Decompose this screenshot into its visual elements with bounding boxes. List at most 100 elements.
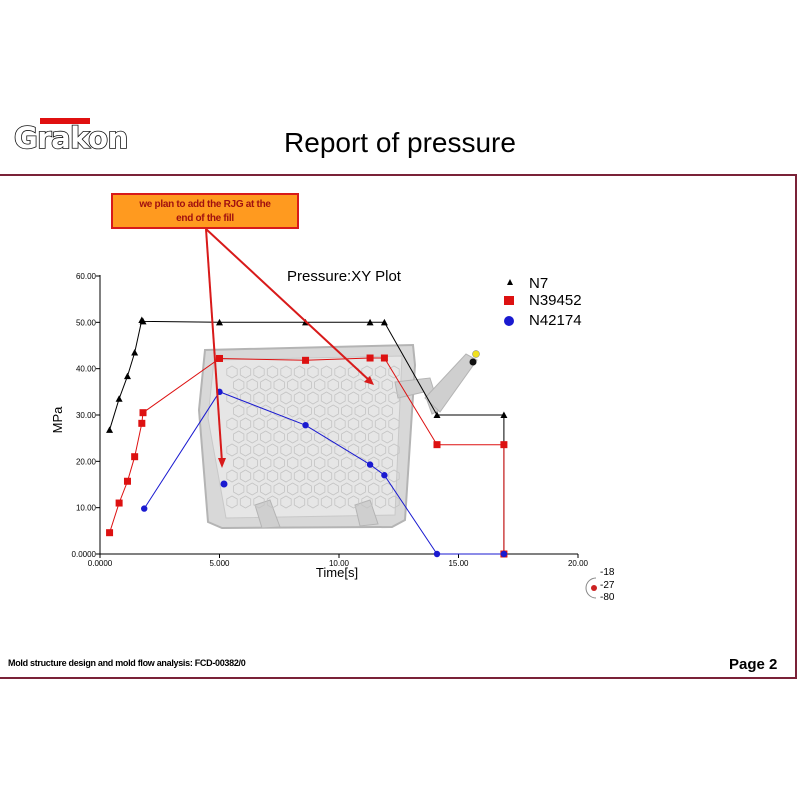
part-hex-cell — [280, 365, 292, 379]
part-hex-cell — [273, 456, 285, 470]
y-tick-label: 0.0000 — [72, 550, 97, 559]
part-hex-cell — [239, 469, 252, 483]
data-point-n39452 — [106, 529, 114, 537]
part-hex-cell — [354, 404, 366, 418]
x-tick-label: 5.000 — [209, 559, 230, 568]
part-hex-cell — [327, 482, 339, 496]
part-hex-cell — [368, 404, 380, 418]
part-hex-cell — [341, 378, 353, 392]
part-hex-cell — [266, 469, 279, 483]
data-point-n42174 — [302, 421, 309, 429]
data-point-n42174 — [433, 550, 441, 558]
data-point-n7 — [366, 318, 374, 326]
part-hex-cell — [320, 495, 333, 509]
data-point-n7 — [131, 348, 139, 356]
y-tick-labels: 0.0000 10.00 20.00 30.00 40.00 50.00 60.00 — [72, 272, 100, 559]
part-hex-cell — [381, 456, 393, 470]
part-hex-cell — [314, 378, 326, 392]
data-point-n42174 — [500, 550, 508, 558]
y-tick-label: 30.00 — [76, 411, 97, 420]
part-hex-cell — [246, 482, 258, 496]
part-hex-cell — [307, 365, 319, 379]
legend-marker-n7 — [507, 279, 513, 285]
part-hex-cell — [253, 391, 265, 405]
data-point-n39452 — [433, 441, 441, 449]
part-hex-cell — [273, 482, 285, 496]
part-hex-cell — [273, 430, 285, 444]
part-hex-cell — [253, 417, 265, 431]
sensor-marker-blue — [220, 480, 228, 488]
part-hex-cell — [388, 365, 400, 379]
part-hex-cell — [266, 417, 279, 431]
y-tick-label: 60.00 — [76, 272, 97, 281]
part-hex-cell — [327, 378, 339, 392]
part-hex-cell — [260, 482, 272, 496]
part-hex-cell — [300, 456, 312, 470]
part-hex-cell — [246, 404, 258, 418]
page-number: Page 2 — [729, 656, 778, 673]
part-hex-cell — [347, 417, 360, 431]
part-hex-cell — [266, 443, 279, 457]
part-hex-cell — [354, 430, 366, 444]
part-hex-cell — [381, 378, 393, 392]
data-point-n39452 — [138, 419, 146, 427]
part-hex-cell — [300, 378, 312, 392]
data-point-n39452 — [115, 499, 123, 507]
data-point-n39452 — [302, 356, 310, 364]
part-hex-cell — [341, 456, 353, 470]
data-point-n39452 — [500, 441, 508, 449]
part-hex-cell — [239, 365, 252, 379]
color-scale-legend: -18 -27 -80 — [585, 567, 615, 603]
x-tick-label: 0.0000 — [88, 559, 113, 568]
part-hex-cell — [253, 365, 265, 379]
callout-line-2: end of the fill — [176, 213, 234, 224]
part-hex-cell — [253, 469, 265, 483]
part-hex-cell — [246, 430, 258, 444]
part-hex-cell — [233, 430, 245, 444]
part-hex-cell — [334, 391, 346, 405]
y-axis-title: MPa — [50, 406, 65, 434]
part-hex-cell — [287, 378, 299, 392]
part-hex-cell — [314, 482, 326, 496]
part-hex-cell — [381, 482, 393, 496]
part-hex-cell — [287, 430, 299, 444]
part-hex-cell — [374, 495, 387, 509]
part-hex-cell — [280, 391, 292, 405]
x-tick-labels: 0.0000 5.000 10.00 15.00 20.00 — [88, 554, 589, 568]
part-hex-cell — [388, 417, 400, 431]
part-hex-cell — [239, 443, 252, 457]
data-point-n7 — [106, 426, 114, 433]
part-hex-cell — [334, 495, 346, 509]
part-hex-cell — [361, 391, 373, 405]
data-point-n39452 — [216, 354, 223, 362]
x-tick-label: 10.00 — [329, 559, 350, 568]
part-hex-cell — [280, 469, 292, 483]
part-hex-cell — [334, 443, 346, 457]
part-hex-cell — [361, 469, 373, 483]
part-hex-cell — [226, 365, 238, 379]
part-hex-cell — [293, 443, 306, 457]
part-hex-cell — [287, 404, 299, 418]
part-hex-cell — [260, 456, 272, 470]
part-hex-cell — [280, 495, 292, 509]
part-hex-cell — [239, 417, 252, 431]
part-hex-cell — [374, 391, 387, 405]
logo-text: Grakon — [13, 120, 129, 156]
data-point-n7 — [380, 318, 388, 326]
part-hex-cell — [287, 482, 299, 496]
x-tick-label: 20.00 — [568, 559, 589, 568]
part-hex-cell — [341, 482, 353, 496]
part-hex-cell — [320, 469, 333, 483]
part-hex-cell — [226, 469, 238, 483]
part-hex-cell — [320, 365, 333, 379]
part-hex-cell — [320, 443, 333, 457]
part-hex-cell — [233, 482, 245, 496]
data-point-n42174 — [366, 461, 374, 468]
data-point-n39452 — [380, 354, 388, 362]
part-hex-cell — [388, 391, 400, 405]
part-hex-cell — [273, 378, 285, 392]
data-point-n39452 — [123, 477, 131, 485]
grakon-logo: Grakon — [13, 118, 138, 156]
part-hex-cell — [233, 404, 245, 418]
legend-label-n7: N7 — [529, 275, 548, 292]
